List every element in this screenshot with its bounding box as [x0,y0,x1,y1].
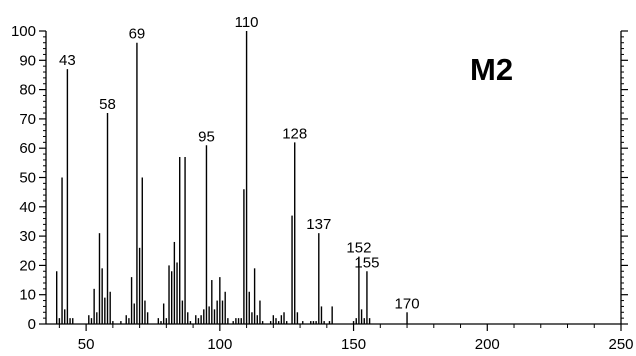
y-tick-label: 90 [19,52,36,69]
x-tick-label: 150 [341,336,366,353]
peak-label: 58 [99,96,116,113]
y-tick-label: 100 [11,23,36,40]
y-tick-label: 30 [19,228,36,245]
y-tick-label: 0 [28,316,36,333]
x-tick-label: 50 [78,336,95,353]
x-tick-label: 250 [608,336,633,353]
peak-label: 95 [198,128,215,145]
y-tick-label: 60 [19,140,36,157]
y-tick-label: 40 [19,199,36,216]
peak-label: 110 [235,14,259,31]
y-tick-label: 50 [19,170,36,187]
y-tick-label: 10 [19,287,36,304]
y-tick-label: 20 [19,257,36,274]
peak-label: 128 [282,125,307,142]
bars-layer [55,31,408,324]
peak-label: 69 [129,26,146,43]
chart-title: M2 [470,52,513,87]
peak-label: 152 [346,240,371,257]
x-tick-label: 100 [207,336,232,353]
axes-layer: 0 10 20 30 40 50 60 70 80 90 100 50 100 150 200 250 [11,23,634,353]
x-tick-label: 200 [475,336,500,353]
peak-label: 155 [354,254,379,271]
peak-label: 137 [306,216,331,233]
peak-label: 170 [395,295,420,312]
peak-label: 43 [59,52,76,69]
y-tick-label: 80 [19,82,36,99]
y-tick-label: 70 [19,111,36,128]
